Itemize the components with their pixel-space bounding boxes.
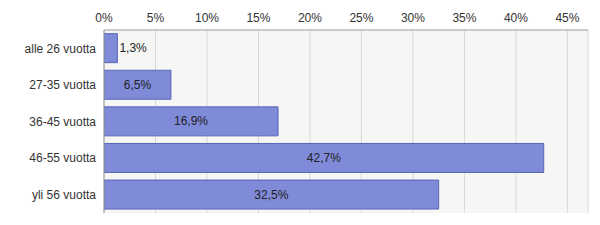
svg-text:16,9%: 16,9%: [174, 114, 208, 128]
svg-text:35%: 35%: [452, 11, 476, 25]
svg-text:yli 56 vuotta: yli 56 vuotta: [32, 188, 96, 202]
svg-text:0%: 0%: [95, 11, 113, 25]
svg-text:27-35 vuotta: 27-35 vuotta: [29, 78, 96, 92]
svg-text:1,3%: 1,3%: [119, 41, 147, 55]
svg-text:10%: 10%: [195, 11, 219, 25]
svg-text:42,7%: 42,7%: [307, 151, 341, 165]
svg-text:5%: 5%: [147, 11, 165, 25]
svg-text:25%: 25%: [349, 11, 373, 25]
svg-text:15%: 15%: [246, 11, 270, 25]
svg-text:alle 26 vuotta: alle 26 vuotta: [25, 42, 97, 56]
svg-text:45%: 45%: [555, 11, 579, 25]
svg-text:32,5%: 32,5%: [254, 188, 288, 202]
svg-text:30%: 30%: [401, 11, 425, 25]
svg-text:20%: 20%: [298, 11, 322, 25]
svg-text:46-55 vuotta: 46-55 vuotta: [29, 151, 96, 165]
svg-text:36-45 vuotta: 36-45 vuotta: [29, 115, 96, 129]
svg-text:6,5%: 6,5%: [124, 78, 152, 92]
svg-text:40%: 40%: [504, 11, 528, 25]
